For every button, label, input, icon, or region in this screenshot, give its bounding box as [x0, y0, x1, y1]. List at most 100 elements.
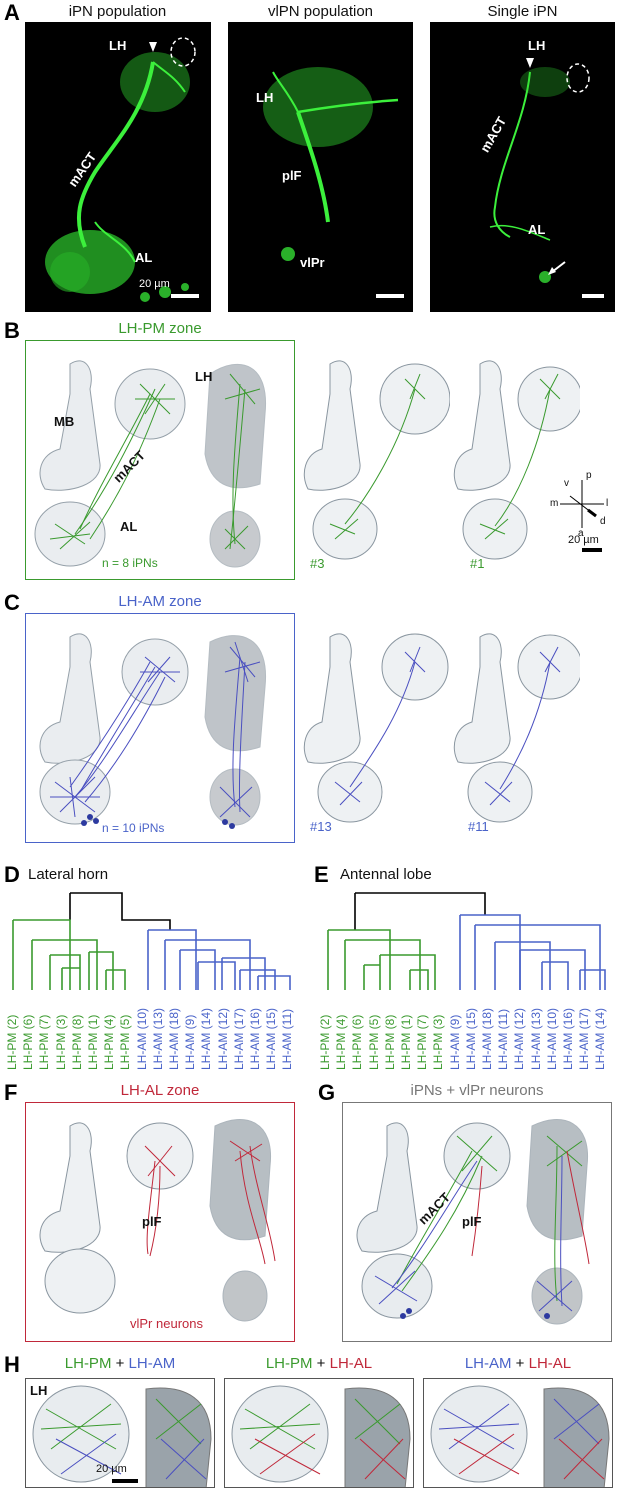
dendrogram-leaf-label: LH-AM (11) [280, 1008, 295, 1070]
dendrogram-leaf-label: LH-PM (8) [69, 1014, 84, 1070]
example-label-3: #3 [310, 556, 325, 571]
dendrogram-leaf-label: LH-AM (15) [463, 1007, 478, 1070]
panel-letter-f: F [4, 1080, 18, 1105]
dendrogram-leaf-label: LH-AM (12) [512, 1007, 527, 1070]
dendrogram-leaf-label: LH-PM (5) [366, 1014, 381, 1070]
dendrogram-leaf-label: LH-PM (5) [118, 1014, 133, 1070]
dendrogram-leaf-label: LH-AM (10) [544, 1007, 559, 1070]
dendrogram-leaf-label: LH-PM (6) [350, 1014, 365, 1070]
neuron-count: n = 8 iPNs [102, 556, 158, 570]
panel-f-title: LH-AL zone [120, 1082, 200, 1099]
title-part-a: LH-PM [265, 1355, 313, 1372]
title-plus: + [111, 1355, 129, 1372]
panel-d-title: Lateral horn [28, 866, 109, 883]
title-plus: + [312, 1355, 330, 1372]
title-part-b: LH-AM [128, 1355, 176, 1372]
label-mb: MB [54, 414, 75, 429]
dendrogram-leaf-label: LH-AM (13) [528, 1007, 543, 1070]
label-al: AL [135, 250, 153, 265]
dendrogram-leaf-label: LH-PM (3) [431, 1014, 446, 1070]
panel-letter-g: G [318, 1080, 336, 1105]
label-plf: plF [462, 1214, 482, 1229]
title-plus: + [511, 1355, 529, 1372]
dendrogram-leaf-label: LH-PM (3) [53, 1014, 68, 1070]
scale-bar-label: 20 µm [568, 534, 599, 546]
axis-d: d [600, 516, 606, 527]
title-part-b: LH-AL [528, 1355, 572, 1372]
dendrogram-leaf-label: LH-PM (8) [382, 1014, 397, 1070]
micrograph-single-ipn: LH mACT AL [430, 22, 615, 312]
render-ipns-vlpr: mACT plF [347, 1106, 609, 1338]
title-part-b: LH-AL [329, 1355, 373, 1372]
dendrogram-leaf-label: LH-PM (4) [102, 1014, 117, 1070]
axis-v: v [564, 478, 569, 489]
dendrogram-leaf-label: LH-AM (17) [577, 1007, 592, 1070]
lh-overlay-pm-am: LH 20 µm [25, 1378, 215, 1488]
panel-h-title-1: LH-PM + LH-AM [25, 1355, 215, 1372]
label-lh: LH [256, 90, 274, 105]
panel-h-title-3: LH-AM + LH-AL [423, 1355, 613, 1372]
panel-letter-b: B [4, 318, 20, 343]
dendrogram-leaf-label: LH-PM (2) [5, 1014, 19, 1070]
dendrogram-antennal-lobe [327, 892, 606, 990]
panel-letter-c: C [4, 590, 20, 615]
dendrogram-leaf-label: LH-PM (7) [37, 1014, 52, 1070]
panel-e-title: Antennal lobe [340, 866, 432, 883]
panel-letter-e: E [314, 862, 329, 887]
ipn-population-neurons [45, 37, 199, 302]
render-example-1: #1 [450, 344, 580, 576]
example-label-11: #11 [468, 819, 489, 834]
label-lh: LH [30, 1383, 48, 1398]
panel-b-title: LH-PM zone [118, 320, 202, 337]
label-lh: LH [528, 38, 546, 53]
dendrogram-leaf-label: LH-PM (2) [318, 1014, 332, 1070]
panel-f-frame [25, 1102, 295, 1342]
dendrogram-leaf-label: LH-AM (12) [215, 1007, 230, 1070]
panel-letter-a: A [4, 0, 20, 25]
render-lh-pm-population: MB mACT AL LH n = 8 iPNs [30, 344, 292, 576]
dendrogram-leaf-label: LH-AM (14) [199, 1007, 214, 1070]
axis-a: a [578, 528, 584, 539]
orientation-axes: v p m l a d 20 µm [548, 470, 614, 560]
render-lh-am-population: n = 10 iPNs [30, 617, 292, 839]
render-lh-al-zone: plF vlPr neurons [30, 1106, 292, 1338]
micrograph-vlpn-population: LH plF vlPr [228, 22, 413, 312]
panel-h-title-2: LH-PM + LH-AL [224, 1355, 414, 1372]
panel-a-title-2: vlPN population [267, 3, 374, 20]
title-part-a: LH-AM [464, 1355, 512, 1372]
axis-p: p [586, 470, 592, 481]
lh-overlay-am-al [423, 1378, 613, 1488]
label-al: AL [528, 222, 546, 237]
scale-bar-label: 20 µm [96, 1463, 127, 1475]
dendrogram-leaf-label: LH-AM (17) [231, 1007, 246, 1070]
panel-g-title: iPNs + vlPr neurons [410, 1082, 544, 1099]
dendrogram-leaf-label: LH-PM (7) [415, 1014, 430, 1070]
dendrogram-leaf-label: LH-AM (9) [447, 1014, 462, 1070]
render-example-3: #3 [300, 344, 450, 576]
label-lh: LH [109, 38, 127, 53]
dendrogram-leaf-label: LH-AM (16) [248, 1007, 262, 1070]
vlpr-caption: vlPr neurons [130, 1316, 203, 1331]
dendrogram-lateral-horn [12, 892, 291, 990]
label-vlpr: vlPr [300, 255, 325, 270]
axis-m: m [550, 498, 559, 509]
label-plf: plF [142, 1214, 162, 1229]
panel-a-title-1: iPN population [68, 3, 167, 20]
single-ipn-neuron [489, 58, 604, 298]
panel-letter-d: D [4, 862, 20, 887]
dendrogram-leaf-label: LH-AM (13) [150, 1007, 165, 1070]
micrograph-ipn-population: LH mACT AL 20 µm [25, 22, 211, 312]
dendrogram-leaf-label: LH-AM (14) [593, 1007, 608, 1070]
panel-b-frame [25, 340, 295, 580]
dendrogram-leaf-label: LH-PM (4) [334, 1014, 349, 1070]
scale-bar-label: 20 µm [139, 278, 170, 290]
dendrogram-leaf-label: LH-PM (1) [399, 1014, 413, 1070]
example-label-1: #1 [470, 556, 485, 571]
dendrogram-leaf-label: LH-PM (1) [86, 1014, 100, 1070]
dendrogram-leaf-label: LH-AM (10) [134, 1007, 149, 1070]
label-lh: LH [195, 369, 213, 384]
dendrogram-leaf-label: LH-AM (9) [183, 1014, 198, 1070]
dendrogram-leaf-label: LH-AM (16) [561, 1007, 575, 1070]
label-al: AL [120, 519, 138, 534]
dendrogram-leaf-label: LH-AM (11) [496, 1008, 511, 1070]
